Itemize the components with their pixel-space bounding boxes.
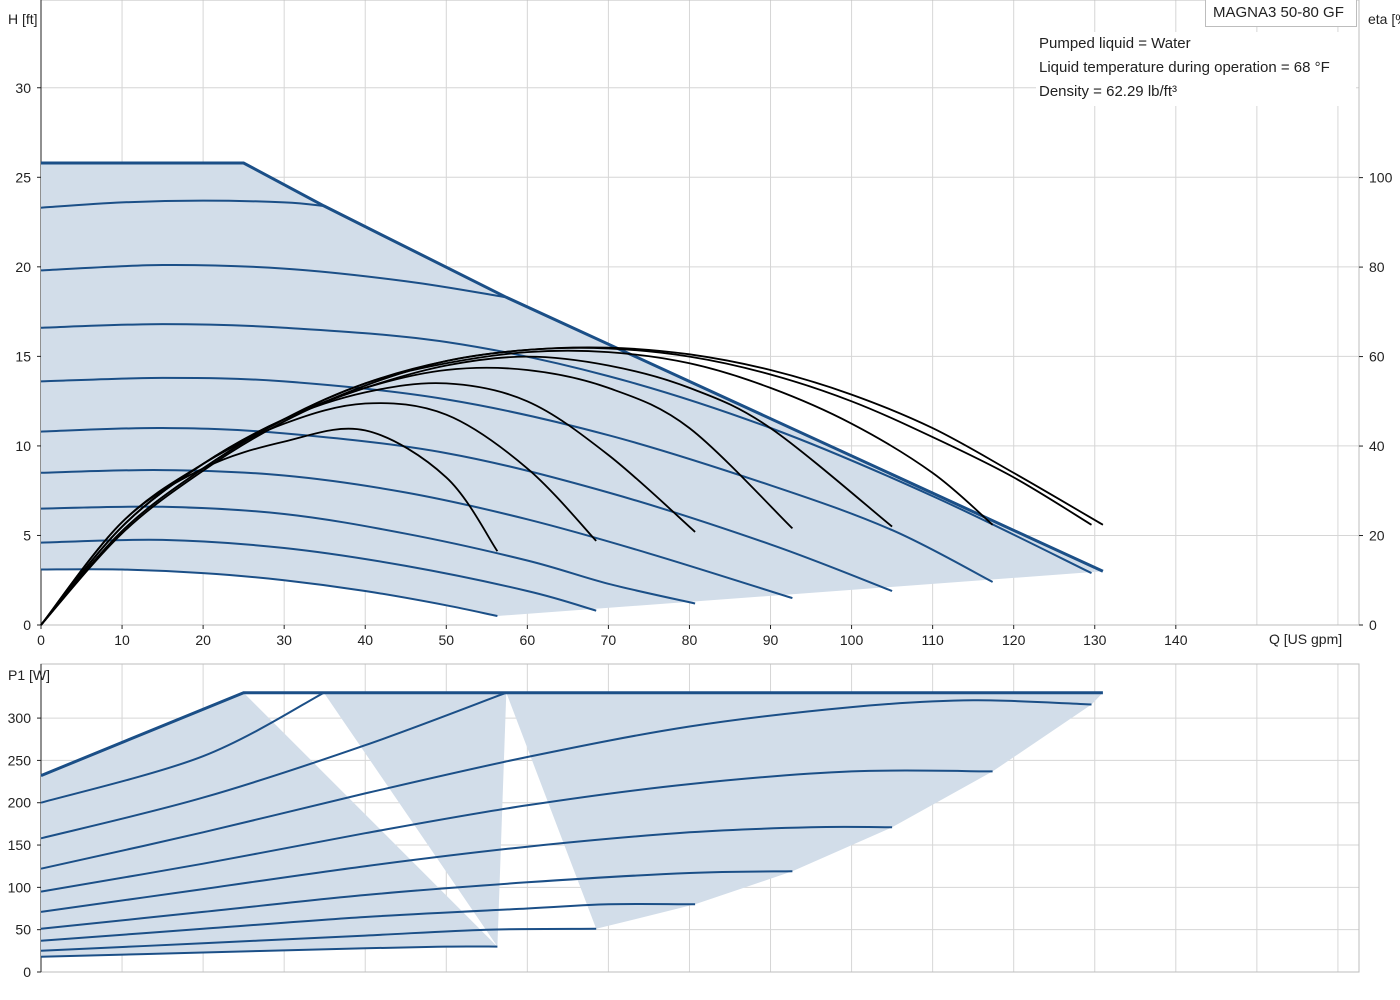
power-tick-label: 300 [8,710,32,726]
operating-conditions: Pumped liquid = Water Liquid temperature… [1036,32,1356,106]
efficiency-curve-8 [40,346,1104,626]
efficiency-curve-5 [40,355,893,626]
head-curve-4 [40,469,793,600]
power-curve-4 [40,699,1092,870]
power-curve-7 [40,870,793,930]
power-curve-2 [40,691,325,804]
power-tick-label: 250 [8,752,32,768]
eta-tick-label: 0 [1369,617,1377,633]
flow-axis-label: Q [US gpm] [1269,631,1342,647]
eta-tick-label: 80 [1369,259,1385,275]
head-curve-3 [40,505,696,605]
eta-tick-label: 60 [1369,349,1385,365]
power-tick-label: 150 [8,837,32,853]
eta-tick-label: 20 [1369,528,1385,544]
power-curve-10 [40,945,498,958]
head-curve-8 [40,263,507,299]
power-operating-area [41,692,1103,972]
power-curve-3 [40,691,507,840]
power-curve-8 [40,902,696,942]
eta-tick-label: 40 [1369,438,1385,454]
head-max-curve [41,161,1104,573]
head-curve-1 [40,568,498,617]
x-tick-label: 110 [921,632,944,648]
head-curve-7 [40,323,1092,574]
power-tick-label: 50 [15,922,31,938]
x-tick-label: 0 [37,632,45,648]
x-tick-label: 130 [1083,632,1107,648]
power-curve-6 [40,825,893,913]
x-tick-label: 60 [520,632,536,648]
head-curve-9 [40,199,324,209]
head-tick-label: 5 [23,527,31,543]
pumped-liquid-note: Pumped liquid = Water [1039,35,1191,52]
power-tick-label: 200 [8,795,32,811]
x-tick-label: 90 [763,632,779,648]
liquid-temperature-note: Liquid temperature during operation = 68… [1039,59,1330,76]
x-tick-label: 100 [840,632,864,648]
head-curve-5 [40,426,893,592]
density-note: Density = 62.29 lb/ft³ [1039,83,1177,100]
x-tick-label: 10 [114,632,130,648]
x-tick-label: 50 [439,632,455,648]
head-curve-2 [40,538,597,612]
head-tick-label: 20 [15,259,31,275]
head-axis-label: H [ft] [8,11,38,27]
efficiency-curve-2 [40,402,597,626]
x-tick-label: 30 [276,632,292,648]
eta-tick-label: 100 [1369,170,1393,186]
head-tick-label: 15 [15,348,31,364]
power-axis-label: P1 [W] [8,667,50,683]
power-tick-label: 100 [8,879,32,895]
x-tick-label: 80 [682,632,698,648]
power-tick-label: 0 [23,964,31,980]
eta-axis-label: eta [%] [1368,11,1400,27]
head-tick-label: 30 [15,80,31,96]
power-curve-5 [40,769,993,893]
x-tick-label: 20 [195,632,211,648]
x-tick-label: 70 [601,632,617,648]
head-tick-label: 25 [15,169,31,185]
power-curve-9 [40,927,597,952]
x-tick-label: 40 [357,632,373,648]
power-max-curve [40,691,1103,777]
head-curve-6 [40,376,994,583]
x-tick-label: 120 [1002,632,1026,648]
pump-model-label: MAGNA3 50-80 GF [1205,0,1357,27]
head-tick-label: 10 [15,438,31,454]
x-tick-label: 140 [1164,632,1188,648]
head-tick-label: 0 [23,617,31,633]
